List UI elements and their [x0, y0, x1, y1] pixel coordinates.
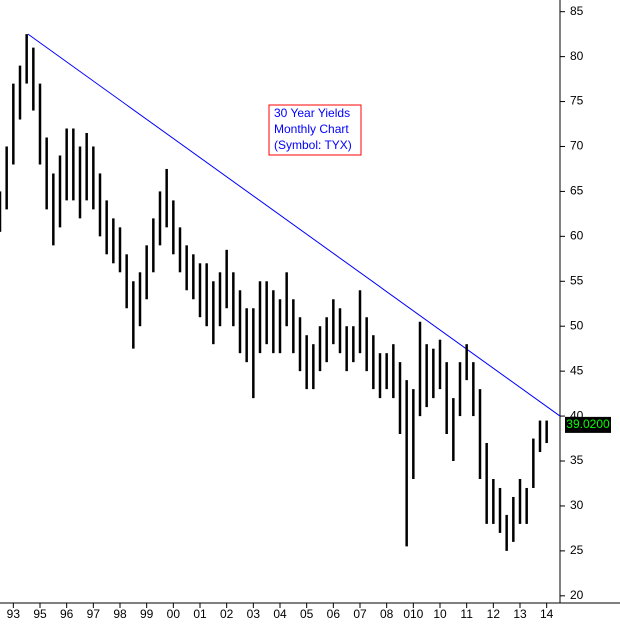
- x-tick-label: 05: [300, 607, 314, 621]
- x-tick-label: 01: [193, 607, 207, 621]
- y-tick-label: 80: [570, 49, 584, 63]
- x-tick-label: 96: [60, 607, 74, 621]
- x-tick-label: 12: [487, 607, 501, 621]
- x-tick-label: 98: [113, 607, 127, 621]
- x-tick-label: 00: [167, 607, 181, 621]
- y-tick-label: 45: [570, 363, 584, 377]
- x-tick-label: 11: [460, 607, 473, 621]
- x-tick-label: 03: [247, 607, 261, 621]
- y-tick-label: 85: [570, 4, 584, 18]
- y-tick-label: 60: [570, 229, 584, 243]
- x-tick-label: 04: [273, 607, 287, 621]
- annotation: Monthly Chart: [274, 122, 349, 136]
- y-tick-label: 65: [570, 184, 584, 198]
- x-tick-label: 08: [380, 607, 394, 621]
- x-tick-label: 99: [140, 607, 154, 621]
- trend-line: [27, 33, 561, 417]
- y-tick-label: 35: [570, 453, 584, 467]
- x-tick-label: 02: [220, 607, 234, 621]
- x-tick-label: 14: [540, 607, 554, 621]
- annotation: 30 Year Yields: [274, 106, 350, 120]
- x-tick-label: 07: [353, 607, 367, 621]
- x-tick-label: 10: [433, 607, 447, 621]
- y-tick-label: 50: [570, 318, 584, 332]
- x-tick-label: 97: [87, 607, 101, 621]
- x-tick-label: 93: [7, 607, 21, 621]
- annotation: (Symbol: TYX): [274, 138, 352, 152]
- last-value-box: [565, 416, 611, 433]
- x-tick-label: 06: [327, 607, 341, 621]
- annotation-box: [268, 104, 362, 156]
- y-tick-label: 20: [570, 588, 584, 602]
- y-tick-label: 30: [570, 498, 584, 512]
- y-tick-label: 70: [570, 139, 584, 153]
- last-value-label: 39.0200: [566, 417, 610, 431]
- y-tick-label: 25: [570, 543, 584, 557]
- x-tick-label: 010: [403, 607, 423, 621]
- y-tick-label: 75: [570, 94, 584, 108]
- x-tick-label: 13: [513, 607, 527, 621]
- y-tick-label: 55: [570, 273, 584, 287]
- x-tick-label: 95: [33, 607, 47, 621]
